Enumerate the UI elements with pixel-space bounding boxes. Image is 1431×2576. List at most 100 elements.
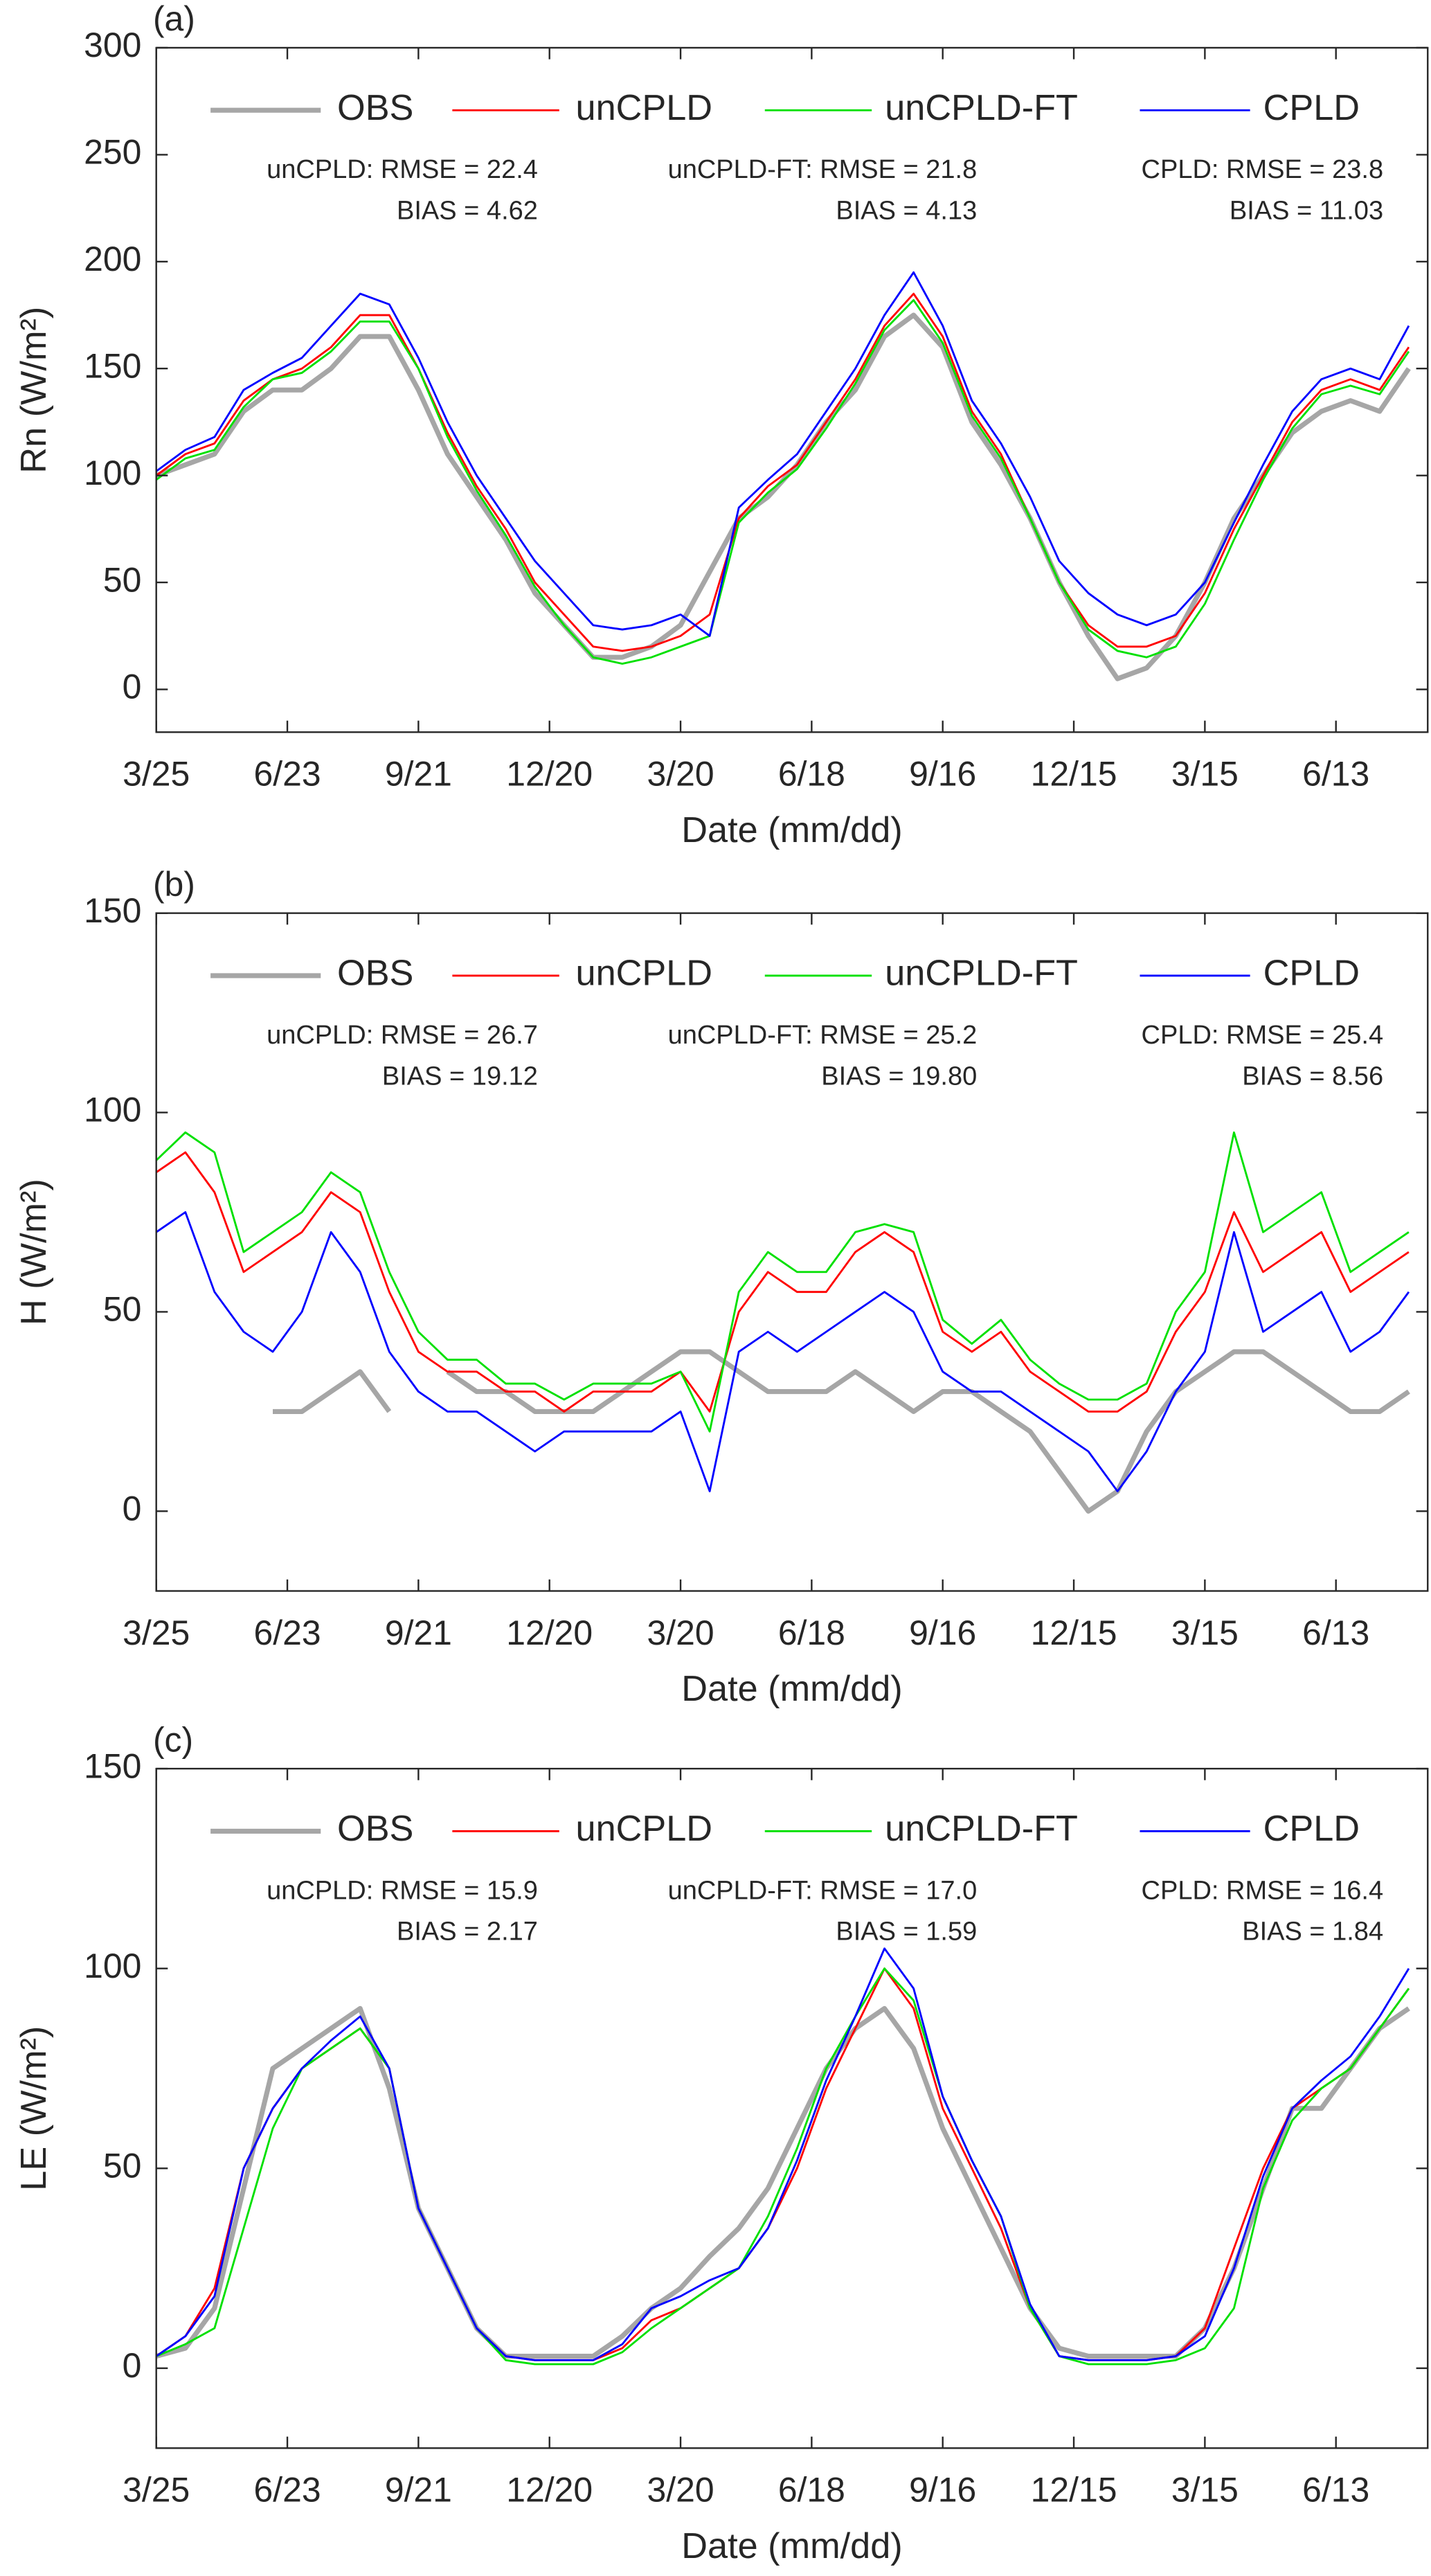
x-tick-label: 6/23	[254, 1613, 321, 1652]
x-tick-label: 12/15	[1031, 1613, 1117, 1652]
x-tick-label: 12/20	[506, 2471, 593, 2510]
panel-label: (c)	[153, 1720, 193, 1759]
legend-label: unCPLD	[576, 954, 713, 994]
x-tick-label: 9/16	[909, 755, 976, 794]
axes-box	[155, 46, 1429, 733]
plot-area	[156, 47, 1428, 733]
series-line	[155, 298, 1410, 665]
axes-box	[155, 912, 1429, 1592]
panel-label: (a)	[153, 0, 195, 38]
panel: 0 50 100 150 3/25 6/23 9/21 12/20 3/20 6/18 9/16 12…	[14, 865, 1429, 1709]
x-tick-label: 9/21	[385, 755, 452, 794]
y-tick-label: 0	[123, 1490, 142, 1528]
y-tick-label: 150	[84, 346, 141, 385]
x-tick-label: 3/20	[647, 2471, 714, 2510]
stat-annotation: CPLD: RMSE = 23.8	[1142, 155, 1384, 184]
legend-label: CPLD	[1263, 954, 1360, 994]
series-line	[155, 1947, 1410, 2361]
axes-box	[155, 1767, 1429, 2449]
x-tick-label: 6/18	[778, 755, 845, 794]
x-tick-label: 12/15	[1031, 755, 1117, 794]
stat-annotation: BIAS = 1.84	[1242, 1917, 1383, 1947]
y-tick-label: 150	[84, 891, 141, 930]
stat-annotation: BIAS = 4.62	[397, 197, 538, 226]
x-tick-label: 6/13	[1302, 755, 1369, 794]
legend-label: OBS	[337, 1809, 413, 1849]
y-tick-label: 250	[84, 133, 141, 172]
x-axis-label: Date (mm/dd)	[681, 810, 902, 850]
y-tick-label: 50	[103, 1290, 141, 1329]
stat-annotation: unCPLD: RMSE = 26.7	[267, 1021, 538, 1050]
x-tick-label: 12/20	[506, 1613, 593, 1652]
x-tick-label: 6/23	[254, 2471, 321, 2510]
x-tick-label: 3/15	[1171, 755, 1239, 794]
stat-annotation: BIAS = 19.12	[382, 1062, 538, 1091]
x-tick-label: 9/16	[909, 2471, 976, 2510]
y-tick-label: 50	[103, 2146, 141, 2185]
x-tick-label: 6/23	[254, 755, 321, 794]
x-tick-label: 3/25	[123, 2471, 190, 2510]
y-tick-label: 100	[84, 454, 141, 492]
legend-label: CPLD	[1263, 1809, 1360, 1849]
stat-annotation: unCPLD: RMSE = 15.9	[267, 1876, 538, 1905]
stat-annotation: CPLD: RMSE = 16.4	[1142, 1876, 1384, 1905]
legend-label: unCPLD	[576, 1809, 713, 1849]
series-line	[155, 292, 1410, 652]
x-tick-label: 3/25	[123, 1613, 190, 1652]
series-line	[155, 271, 1410, 637]
panel-label: (b)	[153, 865, 195, 904]
y-tick-label: 50	[103, 560, 141, 599]
x-tick-label: 9/21	[385, 1613, 452, 1652]
series-line	[155, 1211, 1410, 1492]
y-tick-label: 100	[84, 1947, 141, 1985]
series-line	[273, 1349, 1410, 1514]
legend-label: unCPLD-FT	[885, 88, 1078, 128]
x-tick-label: 6/18	[778, 1613, 845, 1652]
x-tick-label: 6/13	[1302, 1613, 1369, 1652]
panel: 0 50 100 150 3/25 6/23 9/21 12/20 3/20 6/18 9/16 12…	[14, 1720, 1429, 2566]
y-axis-label: Rn (W/m²)	[14, 307, 54, 474]
x-axis-label: Date (mm/dd)	[681, 1669, 902, 1709]
legend-label: unCPLD	[576, 88, 713, 128]
plot-area	[156, 913, 1428, 1591]
stat-annotation: BIAS = 4.13	[836, 197, 977, 226]
legend-label: unCPLD-FT	[885, 954, 1078, 994]
stat-annotation: BIAS = 11.03	[1230, 197, 1383, 226]
x-tick-label: 3/20	[647, 755, 714, 794]
plot-area	[156, 1769, 1428, 2449]
x-tick-label: 6/18	[778, 2471, 845, 2510]
panel: 0 50 100 150 200 250 300 3/25 6/23 9/21 12/20 3/20 6…	[14, 0, 1429, 850]
legend-label: unCPLD-FT	[885, 1809, 1078, 1849]
series-line	[156, 1967, 1410, 2365]
stat-annotation: unCPLD-FT: RMSE = 21.8	[668, 155, 978, 184]
x-tick-label: 12/20	[506, 755, 593, 794]
y-tick-label: 0	[123, 668, 142, 706]
stat-annotation: BIAS = 2.17	[397, 1917, 538, 1947]
stat-annotation: BIAS = 8.56	[1242, 1062, 1383, 1091]
stat-annotation: CPLD: RMSE = 25.4	[1142, 1021, 1384, 1050]
y-tick-label: 150	[84, 1746, 141, 1785]
legend-label: CPLD	[1263, 88, 1360, 128]
stat-annotation: unCPLD-FT: RMSE = 25.2	[668, 1021, 978, 1050]
x-tick-label: 9/16	[909, 1613, 976, 1652]
y-axis-label: H (W/m²)	[14, 1179, 54, 1325]
legend-label: OBS	[337, 954, 413, 994]
stat-annotation: BIAS = 19.80	[821, 1062, 977, 1091]
stat-annotation: unCPLD-FT: RMSE = 17.0	[668, 1876, 978, 1905]
stat-annotation: unCPLD: RMSE = 22.4	[267, 155, 538, 184]
stat-annotation: BIAS = 1.59	[836, 1917, 977, 1947]
x-tick-label: 3/25	[123, 755, 190, 794]
series-line	[155, 1151, 1410, 1413]
x-axis-label: Date (mm/dd)	[681, 2526, 902, 2566]
y-tick-label: 300	[84, 26, 141, 64]
legend-label: OBS	[337, 88, 413, 128]
y-tick-label: 200	[84, 240, 141, 278]
x-tick-label: 3/20	[647, 1613, 714, 1652]
y-tick-label: 0	[123, 2346, 142, 2385]
x-tick-label: 3/15	[1171, 1613, 1239, 1652]
x-tick-label: 9/21	[385, 2471, 452, 2510]
x-tick-label: 3/15	[1171, 2471, 1239, 2510]
x-tick-label: 12/15	[1031, 2471, 1117, 2510]
